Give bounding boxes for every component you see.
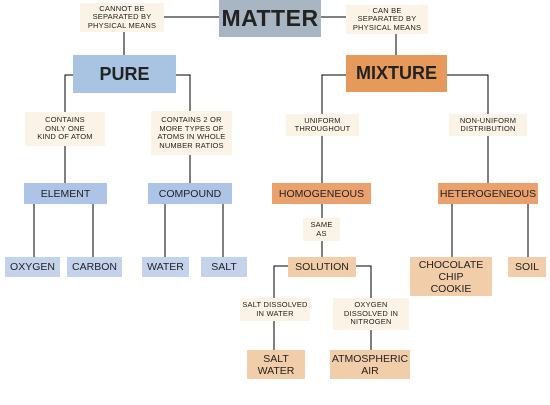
soil-node: SOIL: [508, 257, 546, 277]
water-node: WATER: [142, 257, 189, 277]
note-solution: SAME AS: [303, 218, 340, 241]
salt-water-node: SALT WATER: [247, 350, 305, 379]
matter-node: MATTER: [219, 0, 321, 37]
heterogeneous-node: HETEROGENEOUS: [438, 183, 538, 204]
note-heterogeneous: NON-UNIFORM DISTRIBUTION: [449, 114, 527, 136]
note-pure: CANNOT BE SEPARATED BY PHYSICAL MEANS: [80, 3, 164, 32]
link-mixture-homogeneous: [321, 74, 346, 183]
oxygen-node: OXYGEN: [5, 257, 60, 277]
salt-node: SALT: [201, 257, 247, 277]
cookie-node: CHOCOLATE CHIP COOKIE: [410, 257, 492, 296]
solution-node: SOLUTION: [288, 257, 356, 277]
note-mixture: CAN BE SEPARATED BY PHYSICAL MEANS: [346, 5, 428, 34]
mixture-node: MIXTURE: [346, 55, 447, 92]
element-node: ELEMENT: [24, 183, 107, 204]
note-homogeneous: UNIFORM THROUGHOUT: [286, 114, 359, 136]
pure-node: PURE: [73, 55, 176, 93]
note-element: CONTAINS ONLY ONE KIND OF ATOM: [25, 112, 105, 146]
note-atmospheric-air: OXYGEN DISSOLVED IN NITROGEN: [333, 298, 409, 330]
atmospheric-air-node: ATMOSPHERIC AIR: [330, 350, 410, 379]
link-solution-saltwater: [273, 265, 288, 350]
note-salt-water: SALT DISSOLVED IN WATER: [240, 298, 310, 321]
carbon-node: CARBON: [67, 257, 122, 277]
note-compound: CONTAINS 2 OR MORE TYPES OF ATOMS IN WHO…: [151, 111, 232, 155]
compound-node: COMPOUND: [148, 183, 232, 204]
homogeneous-node: HOMOGENEOUS: [272, 183, 371, 204]
link-mixture-heterogeneous: [446, 74, 489, 183]
